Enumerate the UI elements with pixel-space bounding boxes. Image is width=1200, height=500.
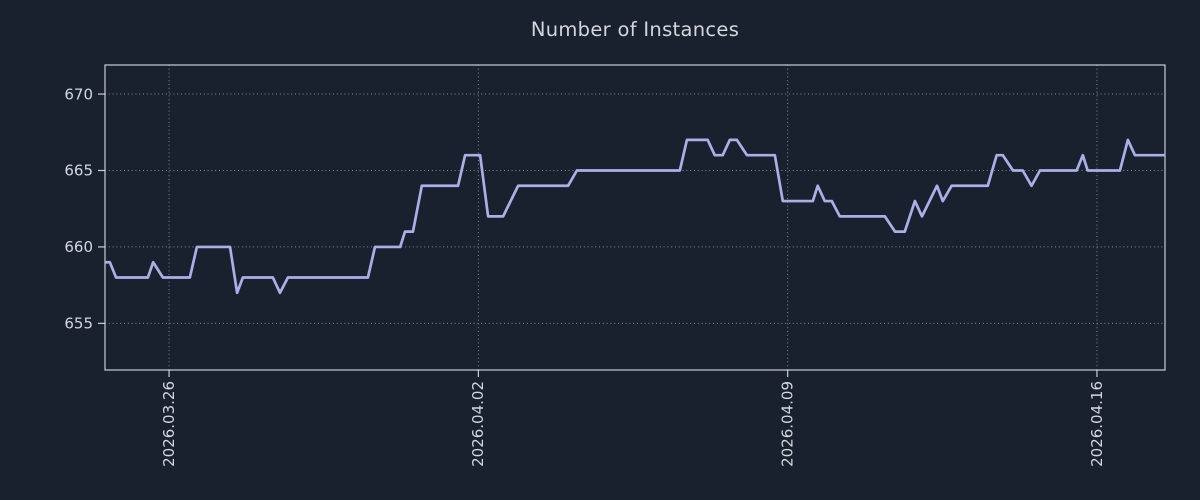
axis-ticks <box>98 93 1098 377</box>
x-tick-label: 2026.04.02 <box>469 381 487 467</box>
x-axis-labels: 2026.03.26 2026.04.02 2026.04.09 2026.04.16 <box>160 381 1106 467</box>
x-tick-label: 2026.04.16 <box>1088 381 1106 467</box>
chart-title: Number of Instances <box>530 18 740 41</box>
x-tick-label: 2026.04.09 <box>778 381 796 467</box>
series-line-instances <box>105 138 1165 295</box>
y-axis-labels: 655 660 665 670 <box>64 85 93 332</box>
y-tick-label: 670 <box>64 85 93 103</box>
gridlines <box>105 65 1165 370</box>
y-tick-label: 665 <box>64 162 93 180</box>
y-tick-label: 655 <box>64 315 93 333</box>
plot-border <box>104 64 1166 371</box>
y-tick-label: 660 <box>64 238 93 256</box>
x-tick-label: 2026.03.26 <box>160 381 178 467</box>
